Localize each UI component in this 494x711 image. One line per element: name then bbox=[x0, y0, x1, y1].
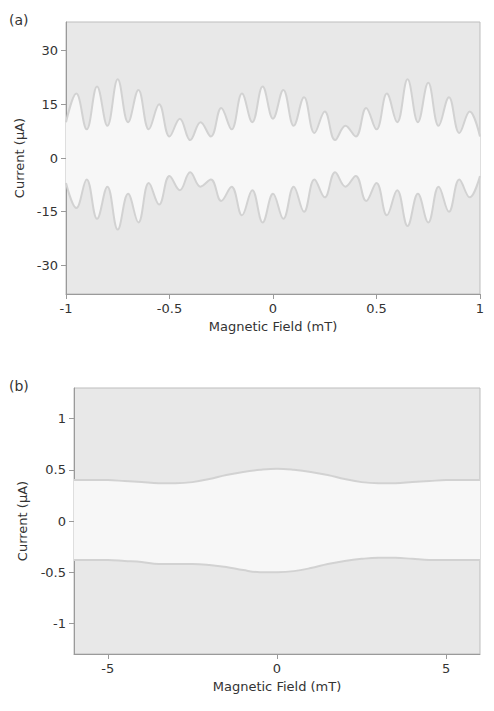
svg-text:30: 30 bbox=[41, 43, 58, 58]
svg-text:0: 0 bbox=[50, 151, 58, 166]
svg-text:-30: -30 bbox=[37, 258, 58, 273]
svg-text:1: 1 bbox=[58, 411, 66, 426]
svg-text:1: 1 bbox=[476, 301, 484, 316]
svg-text:Current (μA): Current (μA) bbox=[12, 118, 27, 198]
svg-text:-1: -1 bbox=[53, 616, 66, 631]
svg-text:0: 0 bbox=[269, 301, 277, 316]
svg-text:(a): (a) bbox=[9, 12, 29, 28]
svg-text:-0.5: -0.5 bbox=[41, 565, 66, 580]
svg-text:0.5: 0.5 bbox=[366, 301, 387, 316]
svg-text:(b): (b) bbox=[9, 378, 29, 394]
svg-text:-5: -5 bbox=[101, 661, 114, 676]
svg-text:Magnetic Field (mT): Magnetic Field (mT) bbox=[209, 319, 338, 334]
svg-text:0: 0 bbox=[273, 661, 281, 676]
svg-text:0: 0 bbox=[58, 514, 66, 529]
svg-text:15: 15 bbox=[41, 97, 58, 112]
svg-text:Magnetic Field (mT): Magnetic Field (mT) bbox=[213, 679, 342, 694]
svg-text:0.5: 0.5 bbox=[45, 462, 66, 477]
svg-text:Current (μA): Current (μA) bbox=[15, 481, 30, 561]
svg-text:-0.5: -0.5 bbox=[157, 301, 182, 316]
svg-text:5: 5 bbox=[442, 661, 450, 676]
svg-text:-15: -15 bbox=[37, 204, 58, 219]
svg-text:-1: -1 bbox=[60, 301, 73, 316]
